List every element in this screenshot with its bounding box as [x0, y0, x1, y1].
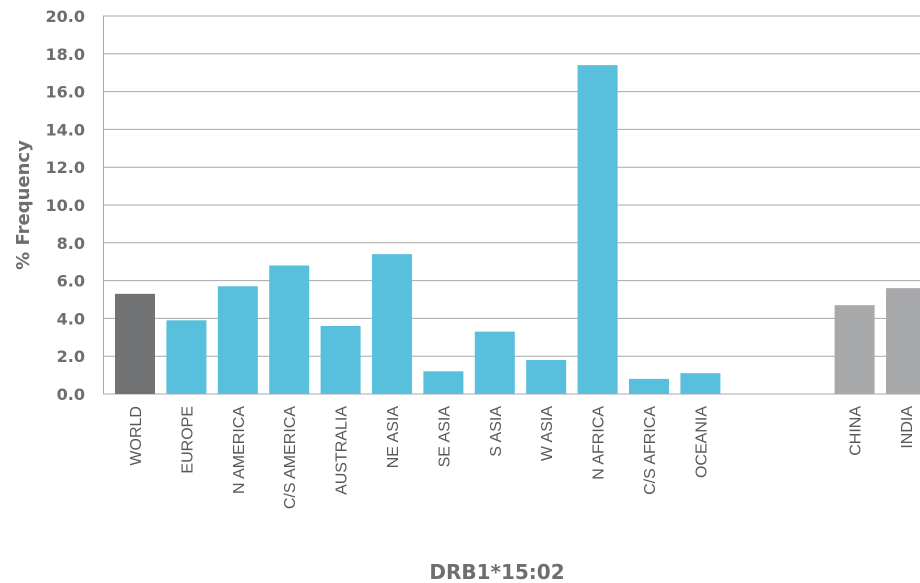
bar-s-asia — [474, 331, 515, 394]
y-tick-label: 2.0 — [57, 347, 85, 366]
x-tick-label: N AMERICA — [231, 406, 248, 494]
x-tick-label: SE ASIA — [436, 406, 453, 468]
y-tick-label: 0.0 — [57, 385, 85, 404]
x-tick-label: N AFRICA — [591, 406, 608, 480]
x-axis-title: DRB1*15:02 — [429, 560, 564, 583]
bar-china — [834, 305, 875, 394]
x-tick-labels: WORLD EUROPE N AMERICA C/S AMERICA AUSTRALIA… — [128, 406, 916, 509]
x-tick-label: WORLD — [128, 406, 145, 466]
bar-c-s-africa — [629, 378, 669, 394]
y-tick-label: 20.0 — [46, 7, 85, 26]
bar-se-asia — [423, 371, 464, 394]
x-tick-label: S ASIA — [488, 406, 505, 457]
bar-oceania — [680, 373, 721, 394]
bar-india — [886, 288, 920, 394]
bar-australia — [320, 325, 361, 394]
bars — [115, 65, 920, 394]
x-tick-label: OCEANIA — [693, 406, 710, 478]
y-tick-label: 6.0 — [57, 272, 85, 291]
y-axis-title: % Frequency — [13, 140, 34, 270]
y-tick-label: 4.0 — [57, 309, 85, 328]
y-tick-label: 10.0 — [46, 196, 85, 215]
x-tick-label: CHINA — [848, 406, 865, 456]
x-tick-label: AUSTRALIA — [334, 406, 351, 495]
bar-c-s-america — [269, 265, 310, 394]
y-tick-label: 16.0 — [46, 83, 85, 102]
x-tick-label: W ASIA — [539, 406, 556, 461]
bar-ne-asia — [372, 254, 412, 394]
bar-n-africa — [577, 65, 618, 394]
y-tick-labels: 0.0 2.0 4.0 6.0 8.0 10.0 12.0 14.0 16.0 18.0 20.0 — [46, 7, 85, 404]
x-tick-label: C/S AFRICA — [642, 406, 659, 495]
y-tick-label: 12.0 — [46, 158, 85, 177]
x-tick-label: EUROPE — [179, 406, 196, 474]
bar-w-asia — [526, 359, 567, 394]
x-tick-label: C/S AMERICA — [282, 406, 299, 509]
bar-europe — [166, 320, 207, 394]
x-tick-label: INDIA — [899, 406, 916, 449]
x-tick-label: NE ASIA — [385, 406, 402, 469]
bar-n-america — [217, 286, 258, 394]
bar-world — [115, 293, 155, 394]
y-tick-label: 14.0 — [46, 120, 85, 139]
y-tick-label: 8.0 — [57, 234, 85, 253]
y-tick-label: 18.0 — [46, 45, 85, 64]
